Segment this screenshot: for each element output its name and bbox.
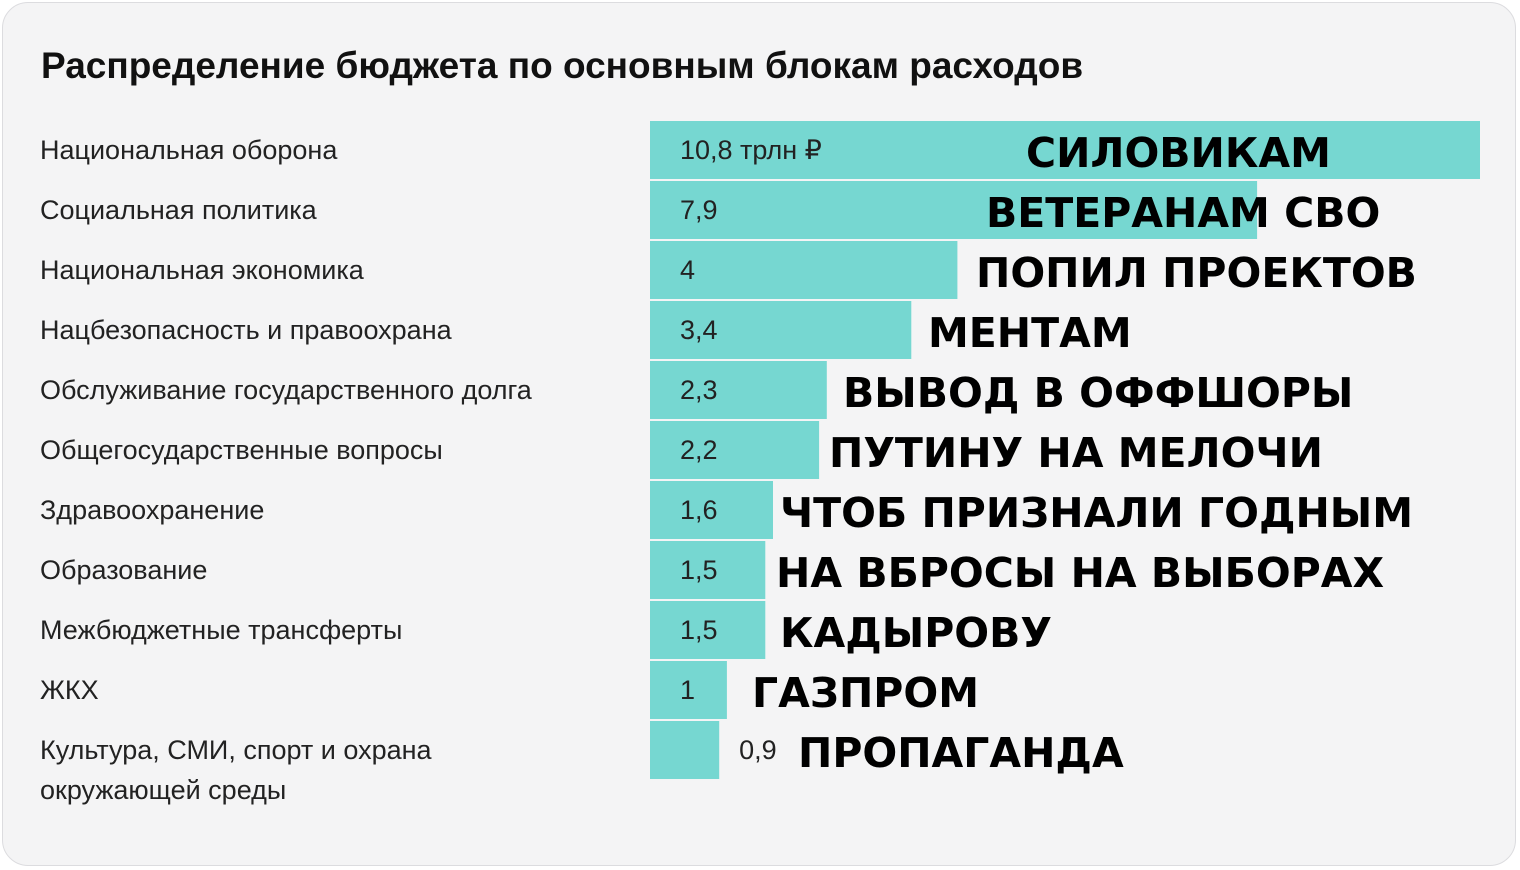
annotation-label: НА ВБРОСЫ НА ВЫБОРАХ [776, 549, 1384, 597]
annotation-label: СИЛОВИКАМ [1026, 129, 1331, 177]
value-label: 1,5 [680, 555, 718, 585]
bar [650, 661, 727, 719]
value-label: 0,9 [739, 735, 777, 765]
chart-title: Распределение бюджета по основным блокам… [41, 45, 1084, 86]
category-label: Национальная экономика [40, 255, 365, 285]
value-label: 2,2 [680, 435, 718, 465]
category-label: Социальная политика [40, 195, 318, 225]
bar [650, 721, 720, 779]
value-label: 4 [680, 255, 695, 285]
annotation-label: ГАЗПРОМ [752, 669, 979, 717]
annotation-label: ПУТИНУ НА МЕЛОЧИ [829, 429, 1323, 477]
category-label: ЖКХ [40, 675, 99, 705]
category-label: Межбюджетные трансферты [40, 615, 402, 645]
bar [650, 541, 766, 599]
category-label: Общегосударственные вопросы [40, 435, 443, 465]
category-label: Образование [40, 555, 207, 585]
value-label: 1 [680, 675, 695, 705]
bar [650, 301, 912, 359]
category-label: Здравоохранение [40, 495, 264, 525]
bars [650, 121, 1480, 779]
value-label: 1,6 [680, 495, 718, 525]
bar [650, 421, 820, 479]
bar [650, 121, 1480, 179]
bar [650, 181, 1258, 239]
value-labels: 10,8 трлн ₽ 7,9 4 3,4 2,3 2,2 1,6 1,5 1,5 1 0,9 [680, 135, 822, 765]
category-label: Нацбезопасность и правоохрана [40, 315, 453, 345]
value-label: 3,4 [680, 315, 718, 345]
annotations: СИЛОВИКАМ ВЕТЕРАНАМ СВО ПОПИЛ ПРОЕКТОВ МЕНТ… [752, 129, 1417, 777]
category-labels: Национальная оборона Социальная политика Н… [40, 135, 533, 805]
bar [650, 601, 766, 659]
value-label: 10,8 трлн ₽ [680, 135, 822, 165]
bar [650, 241, 958, 299]
annotation-label: ВЫВОД В ОФФШОРЫ [843, 369, 1353, 417]
annotation-label: ПРОПАГАНДА [798, 729, 1124, 777]
bar [650, 481, 773, 539]
category-label: окружающей среды [40, 775, 286, 805]
value-label: 7,9 [680, 195, 718, 225]
value-label: 2,3 [680, 375, 718, 405]
category-label: Национальная оборона [40, 135, 338, 165]
annotation-label: КАДЫРОВУ [780, 609, 1052, 657]
annotation-label: ПОПИЛ ПРОЕКТОВ [976, 249, 1417, 297]
value-label: 1,5 [680, 615, 718, 645]
annotation-label: ВЕТЕРАНАМ СВО [986, 189, 1380, 237]
category-label: Обслуживание государственного долга [40, 375, 533, 405]
category-label: Культура, СМИ, спорт и охрана [40, 735, 433, 765]
annotation-label: МЕНТАМ [928, 309, 1132, 357]
annotation-label: ЧТОБ ПРИЗНАЛИ ГОДНЫМ [780, 489, 1413, 537]
bar [650, 361, 827, 419]
